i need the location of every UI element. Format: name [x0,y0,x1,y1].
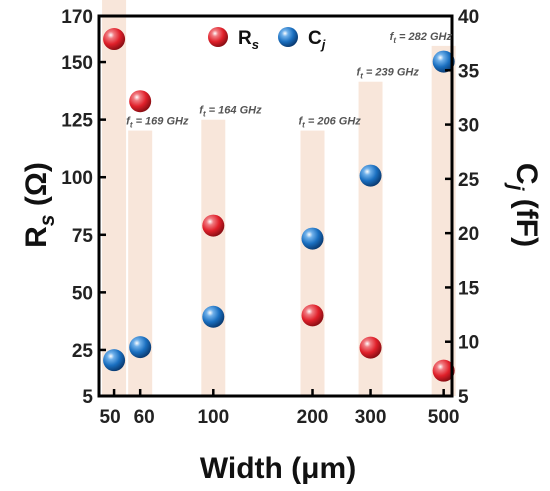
ft-annotation-1: ft = 169 GHz [126,116,189,130]
ft-band-3 [300,130,325,397]
cj-point-1 [129,336,152,359]
right-y-tick-label-5: 30 [458,116,479,137]
ft-band-0 [102,0,127,396]
x-tick-label-3: 200 [297,407,329,428]
ft-highlight-bands [102,0,456,397]
left-y-tick-label-4: 100 [61,168,93,189]
data-points [103,28,455,382]
right-y-axis-title: Cj (fF) [504,163,543,247]
left-y-tick-label-6: 150 [61,53,93,74]
x-tick-label-0: 50 [100,407,121,428]
right-y-tick-label-4: 25 [458,170,480,191]
axes [97,14,454,398]
cj-point-0 [103,349,126,372]
cj-point-2 [202,305,225,328]
ft-annotation-5: ft = 282 GHz [390,31,453,45]
rs-point-4 [359,336,382,359]
x-axis-title: Width (μm) [200,452,356,485]
right-y-tick-label-6: 35 [458,61,480,82]
left-y-tick-label-7: 170 [61,7,93,28]
right-y-tick-label-2: 15 [458,278,480,299]
ft-annotation-4: ft = 239 GHz [357,67,420,81]
rs-point-5 [432,359,455,382]
cj-point-5 [432,50,455,73]
right-y-tick-label-1: 10 [458,333,479,354]
left-y-tick-label-2: 50 [72,283,93,304]
ft-annotation-3: ft = 206 GHz [299,116,362,130]
left-y-axis-title: Rs (Ω) [20,162,59,248]
cj-point-4 [359,164,382,187]
x-tick-label-2: 100 [197,407,229,428]
right-y-tick-label-3: 20 [458,224,479,245]
x-tick-label-4: 300 [355,407,387,428]
ft-annotation-2: ft = 164 GHz [199,105,262,119]
rs-point-3 [301,304,324,327]
left-y-tick-label-3: 75 [72,226,94,247]
right-y-tick-label-7: 40 [458,7,479,28]
ft-band-2 [201,119,226,396]
left-y-tick-label-5: 125 [61,111,93,132]
rs-point-0 [103,28,126,51]
legend-rs-label: Rs [238,28,259,52]
legend-rs-marker [208,27,228,47]
rs-point-1 [129,90,152,113]
legend-cj-label: Cj [308,28,326,52]
cj-point-3 [301,227,324,250]
x-tick-label-5: 500 [428,407,460,428]
x-tick-label-1: 60 [134,407,155,428]
tick-labels: 5 25 50 75 100 125 150 170 5 10 15 20 25 30 35 40 50 60 10… [61,7,479,428]
left-y-tick-label-0: 5 [82,387,93,408]
legend: Rs Cj [208,27,326,52]
legend-cj-marker [278,27,298,47]
left-y-tick-label-1: 25 [72,341,94,362]
rs-point-2 [202,214,225,237]
right-y-tick-label-0: 5 [458,387,469,408]
plot-frame [97,14,454,398]
